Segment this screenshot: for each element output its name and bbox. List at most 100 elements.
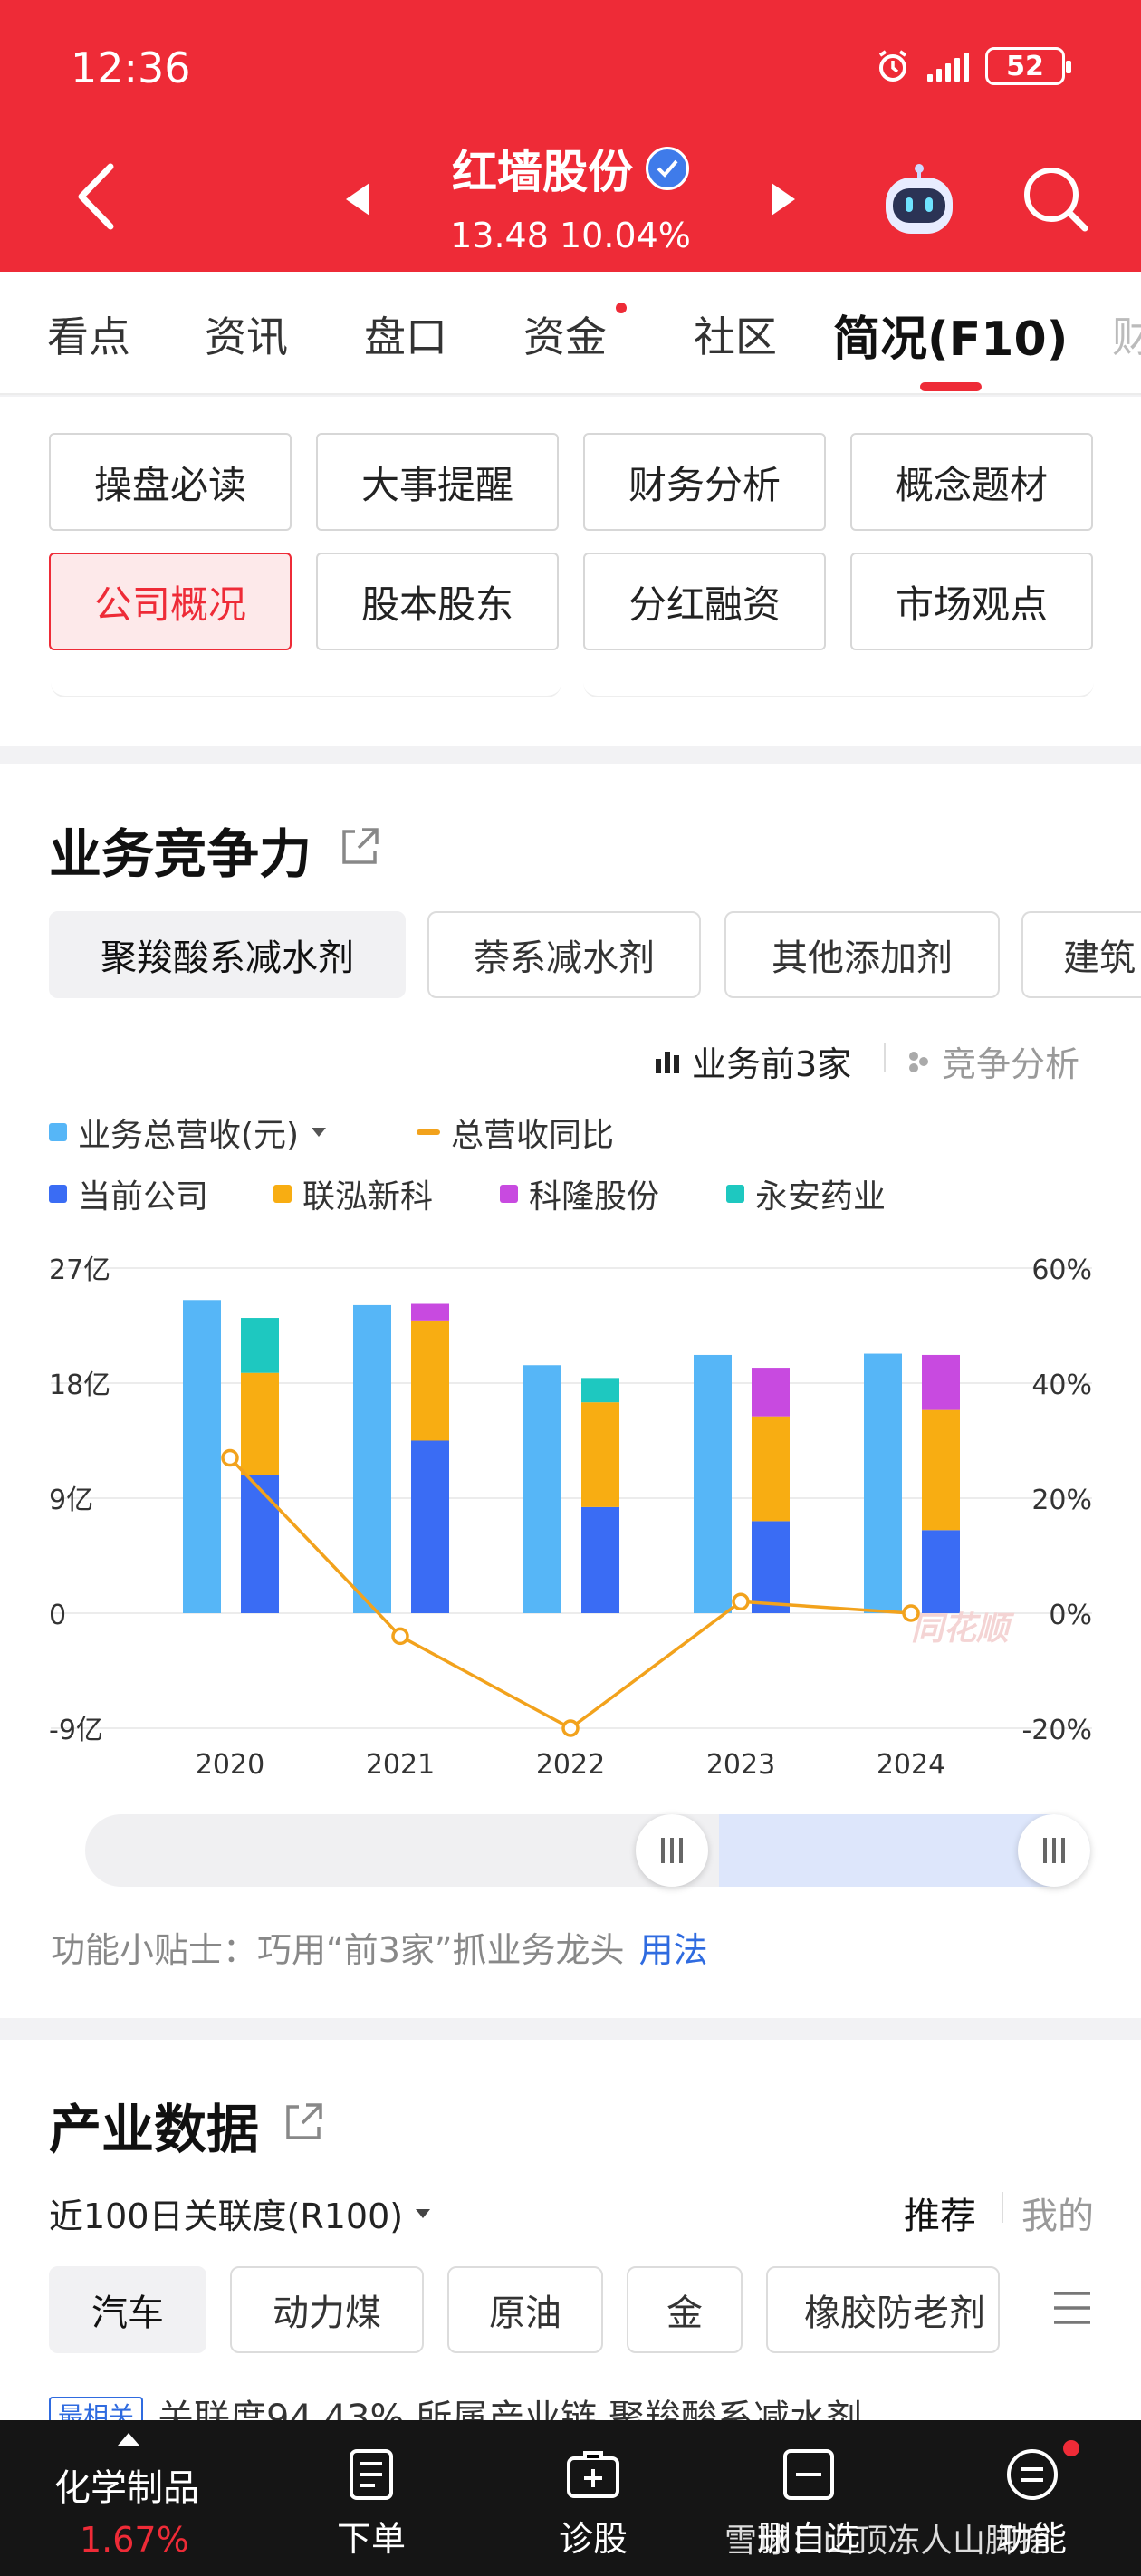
partial-relevance-row: 最相关 关联度94.43% 所属产业链 聚羧酸系减水剂 xyxy=(49,2397,862,2420)
tab-f10[interactable]: 简况(F10) xyxy=(833,312,1069,367)
btn-events[interactable]: 大事提醒 xyxy=(316,433,559,531)
btn-company-overview[interactable]: 公司概况 xyxy=(49,553,292,650)
sector-name[interactable]: 化学制品 xyxy=(54,2467,199,2509)
nav-functions-label: 功能 xyxy=(997,2519,1067,2559)
tab-funds[interactable]: 资金 xyxy=(523,312,607,361)
btn-concepts[interactable]: 概念题材 xyxy=(850,433,1093,531)
btn-market-views[interactable]: 市场观点 xyxy=(850,553,1093,650)
stock-price: 13.48 10.04% xyxy=(450,216,691,255)
robot-assistant-icon[interactable] xyxy=(878,163,960,241)
card-edge xyxy=(51,683,561,697)
y-axis-right-tick: 0% xyxy=(1049,1600,1092,1631)
nav-order[interactable]: 下单 xyxy=(326,2447,417,2561)
prev-stock-icon[interactable] xyxy=(344,181,371,217)
app-header: 12:36 52 红墙股份 13.48 10.04% xyxy=(0,0,1141,272)
chip-polycarboxylate[interactable]: 聚羧酸系减水剂 xyxy=(49,911,406,998)
menu-icon[interactable] xyxy=(1050,2286,1094,2330)
toggle-competition-label: 竞争分析 xyxy=(942,1044,1080,1084)
y-axis-right-tick: 60% xyxy=(1031,1254,1092,1286)
toggle-competition[interactable]: 竞争分析 xyxy=(906,1036,1079,1086)
signal-icon xyxy=(927,51,969,82)
caret-down-icon xyxy=(312,1128,327,1137)
legend-lianhong[interactable]: 联泓新科 xyxy=(273,1170,433,1217)
tab-mine[interactable]: 我的 xyxy=(1021,2196,1094,2237)
back-icon[interactable] xyxy=(76,163,116,230)
x-axis-tick: 2021 xyxy=(366,1749,435,1781)
legend-label: 永安药业 xyxy=(755,1178,887,1216)
y-axis-right-tick: 40% xyxy=(1031,1370,1092,1401)
chip-naphthalene[interactable]: 萘系减水剂 xyxy=(427,911,701,998)
business-chart: 27亿 60% 18亿 40% 9亿 20% 0 0% -9亿 -20% 2020 2021 2022 2… xyxy=(49,1254,1092,1781)
best-match-badge: 最相关 xyxy=(49,2397,144,2420)
btn-shareholders[interactable]: 股本股东 xyxy=(316,553,559,650)
legend-label: 业务总营收(元) xyxy=(78,1117,300,1154)
bar-segment-科隆股份 xyxy=(752,1368,790,1417)
tab-community[interactable]: 社区 xyxy=(694,312,777,361)
range-slider[interactable] xyxy=(85,1814,1090,1887)
bar-segment-当前公司 xyxy=(241,1475,279,1613)
chip-other-additives[interactable]: 其他添加剂 xyxy=(724,911,1000,998)
funds-dot xyxy=(616,303,627,313)
search-icon[interactable] xyxy=(1021,165,1088,232)
chip-coal[interactable]: 动力煤 xyxy=(230,2266,424,2353)
y-axis-left-tick: 18亿 xyxy=(49,1370,110,1401)
legend-current[interactable]: 当前公司 xyxy=(49,1170,208,1217)
legend-swatch xyxy=(726,1185,744,1203)
chip-rubber-antioxidant[interactable]: 橡胶防老剂 xyxy=(766,2266,1000,2353)
legend-yoy[interactable]: 总营收同比 xyxy=(417,1109,614,1156)
x-axis-tick: 2023 xyxy=(706,1749,775,1781)
legend-swatch xyxy=(273,1185,292,1203)
tab-news[interactable]: 资讯 xyxy=(205,312,288,361)
chip-construction-partial[interactable]: 建筑 xyxy=(1021,911,1141,998)
bar-segment-永安药业 xyxy=(581,1378,619,1403)
functions-icon xyxy=(1007,2449,1058,2500)
relevance-selector[interactable]: 近100日关联度(R100) xyxy=(49,2188,432,2238)
legend-label: 联泓新科 xyxy=(302,1178,434,1216)
legend-yongan[interactable]: 永安药业 xyxy=(726,1170,886,1217)
bar-total-revenue xyxy=(353,1304,391,1613)
scatter-icon xyxy=(909,1051,928,1072)
tab-finance-partial[interactable]: 财 xyxy=(1112,312,1141,361)
tab-orderbook[interactable]: 盘口 xyxy=(364,312,447,361)
y-axis-left-tick: 0 xyxy=(49,1600,66,1631)
nav-diagnose[interactable]: 诊股 xyxy=(543,2447,643,2561)
external-link-icon[interactable] xyxy=(283,2101,324,2143)
bar-segment-当前公司 xyxy=(752,1521,790,1613)
caret-down-icon xyxy=(416,2208,431,2218)
tip-line: 功能小贴士：巧用“前3家”抓业务龙头 用法 xyxy=(51,1922,708,1972)
y-axis-left-tick: 9亿 xyxy=(49,1485,93,1516)
y-axis-right-tick: -20% xyxy=(1021,1715,1092,1746)
nav-remove-watchlist[interactable]: 删自选 xyxy=(750,2447,868,2561)
chart-watermark: 同花顺 xyxy=(911,1610,1015,1648)
btn-dividends[interactable]: 分红融资 xyxy=(583,553,826,650)
chip-gold[interactable]: 金 xyxy=(627,2266,743,2353)
bar-segment-联泓新科 xyxy=(581,1402,619,1507)
legend-total-revenue[interactable]: 业务总营收(元) xyxy=(49,1109,328,1156)
chip-crude[interactable]: 原油 xyxy=(447,2266,603,2353)
tab-recommend[interactable]: 推荐 xyxy=(904,2196,976,2237)
next-stock-icon[interactable] xyxy=(770,181,797,217)
caret-up-icon xyxy=(118,2433,139,2446)
btn-financial-analysis[interactable]: 财务分析 xyxy=(583,433,826,531)
x-axis-tick: 2024 xyxy=(877,1749,945,1781)
external-link-icon[interactable] xyxy=(339,826,380,868)
nav-functions[interactable]: 功能 xyxy=(987,2447,1078,2561)
tab-highlights[interactable]: 看点 xyxy=(47,312,130,361)
bar-segment-科隆股份 xyxy=(922,1354,960,1410)
slider-handle-left[interactable] xyxy=(636,1814,708,1887)
x-axis-tick: 2022 xyxy=(536,1749,605,1781)
point-yoy xyxy=(391,1627,409,1646)
tip-usage-link[interactable]: 用法 xyxy=(638,1930,708,1970)
y-axis-left-tick: -9亿 xyxy=(49,1715,103,1746)
chip-auto[interactable]: 汽车 xyxy=(49,2266,206,2353)
bar-segment-科隆股份 xyxy=(411,1303,449,1321)
xueqiu-watermark: 雪球：山顶冻人山脚挖 xyxy=(724,2523,1051,2560)
legend-kelong[interactable]: 科隆股份 xyxy=(500,1170,659,1217)
slider-handle-right[interactable] xyxy=(1018,1814,1090,1887)
bottom-bar: 化学制品 1.67% 下单 诊股 删自选 功能 雪球：山顶冻人山脚挖 xyxy=(0,2420,1141,2576)
relevance-text: 关联度94.43% 所属产业链 聚羧酸系减水剂 xyxy=(158,2398,862,2420)
bar-segment-当前公司 xyxy=(922,1530,960,1613)
btn-trading-guide[interactable]: 操盘必读 xyxy=(49,433,292,531)
toggle-top3[interactable]: 业务前3家 xyxy=(654,1036,851,1086)
tip-text: 功能小贴士：巧用“前3家”抓业务龙头 xyxy=(51,1930,625,1970)
